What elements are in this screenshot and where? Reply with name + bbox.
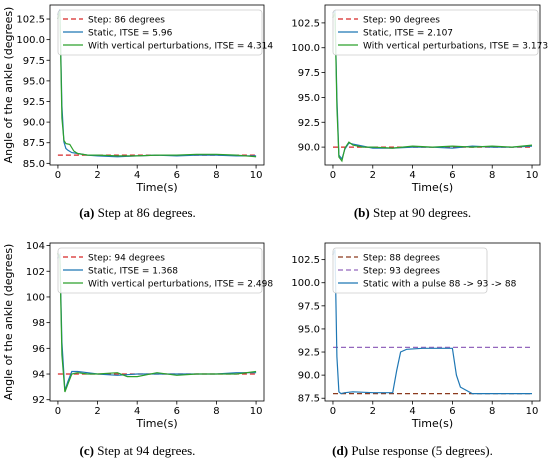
plot-frame — [324, 242, 541, 402]
legend: Step: 94 degrees Static, ITSE = 1.368 With… — [57, 247, 273, 294]
y-tick-label: 97.5 — [23, 56, 45, 67]
series-line-2 — [332, 249, 532, 395]
x-tick-label: 10 — [526, 406, 539, 417]
y-tick-label: 102.5 — [291, 18, 320, 29]
x-tick-label: 0 — [330, 170, 336, 181]
caption-d: (d) Pulse response (5 degrees). — [332, 443, 493, 458]
x-axis-label: Time(s) — [135, 417, 177, 430]
legend-box — [57, 9, 263, 56]
x-axis-label: Time(s) — [411, 181, 453, 194]
legend-box — [332, 247, 488, 294]
legend-label: Step: 86 degrees — [88, 15, 165, 25]
x-tick-label: 8 — [213, 170, 219, 181]
y-tick-label: 92 — [32, 395, 45, 406]
y-tick-label: 100.0 — [291, 43, 320, 54]
y-tick-label: 102.5 — [291, 255, 320, 266]
x-tick-label: 8 — [213, 406, 219, 417]
y-tick-label: 96 — [32, 344, 45, 355]
x-tick-label: 8 — [489, 170, 495, 181]
y-tick-label: 90.0 — [23, 118, 45, 129]
chart-panel-3: 0 2 4 6 8 10 87.5 90.0 92.5 95.0 97.5 100.0 102.5 Tim… — [291, 242, 541, 430]
y-tick-label: 94 — [32, 370, 45, 381]
x-tick-label: 6 — [449, 170, 455, 181]
legend-label: Static, ITSE = 1.368 — [88, 266, 178, 276]
caption-b: (b) Step at 90 degrees. — [353, 205, 472, 220]
x-tick-label: 4 — [134, 406, 140, 417]
x-tick-label: 2 — [94, 170, 100, 181]
legend: Step: 86 degrees Static, ITSE = 5.96 With … — [57, 9, 273, 56]
y-tick-label: 95.0 — [298, 93, 320, 104]
x-tick-label: 2 — [370, 406, 376, 417]
caption-a: (a) Step at 86 degrees. — [79, 205, 196, 220]
y-axis-label: Angle of the ankle (degrees) — [2, 244, 15, 401]
x-tick-label: 10 — [250, 170, 263, 181]
y-tick-label: 100 — [26, 292, 45, 303]
x-tick-label: 6 — [449, 406, 455, 417]
x-tick-label: 0 — [55, 170, 61, 181]
x-tick-label: 6 — [174, 170, 180, 181]
y-tick-label: 85.0 — [23, 159, 45, 170]
y-tick-label: 87.5 — [298, 394, 320, 405]
legend-box — [57, 247, 263, 294]
y-tick-label: 90.0 — [298, 371, 320, 382]
legend-label: Step: 88 degrees — [363, 253, 440, 263]
y-tick-label: 97.5 — [298, 68, 320, 79]
x-tick-label: 8 — [489, 406, 495, 417]
chart-panel-0: 0 2 4 6 8 10 85.0 87.5 90.0 92.5 95.0 97.5 100.0 102.… — [2, 4, 273, 194]
legend-label: Step: 94 degrees — [88, 253, 165, 263]
x-tick-label: 10 — [526, 170, 539, 181]
y-tick-label: 92.5 — [298, 348, 320, 359]
series-line-2 — [332, 12, 533, 163]
x-tick-label: 4 — [409, 406, 415, 417]
y-tick-label: 98 — [32, 318, 45, 329]
y-tick-label: 95.0 — [23, 76, 45, 87]
y-tick-label: 97.5 — [298, 301, 320, 312]
legend-box — [332, 9, 539, 56]
y-tick-label: 100.0 — [291, 278, 320, 289]
chart-panel-1: 0 2 4 6 8 10 90.0 92.5 95.0 97.5 100.0 102.5 Time(s)… — [291, 4, 548, 194]
y-tick-label: 100.0 — [16, 35, 45, 46]
x-axis-label: Time(s) — [411, 417, 453, 430]
y-tick-label: 92.5 — [298, 118, 320, 129]
legend: Step: 90 degrees Static, ITSE = 2.107 With… — [332, 9, 548, 56]
x-tick-label: 0 — [55, 406, 61, 417]
x-tick-label: 4 — [134, 170, 140, 181]
legend-label: With vertical perturbations, ITSE = 2.49… — [88, 279, 273, 289]
legend: Step: 88 degrees Step: 93 degrees Static w… — [332, 247, 517, 294]
y-tick-label: 92.5 — [23, 97, 45, 108]
y-tick-label: 104 — [26, 241, 45, 252]
plot-frame — [49, 242, 265, 402]
legend-label: Step: 93 degrees — [363, 266, 440, 276]
series-line-2 — [57, 253, 257, 393]
x-tick-label: 4 — [409, 170, 415, 181]
x-tick-label: 2 — [370, 170, 376, 181]
x-tick-label: 0 — [330, 406, 336, 417]
legend-label: Step: 90 degrees — [363, 15, 440, 25]
y-axis-label: Angle of the ankle (degrees) — [2, 7, 15, 164]
series-line-2 — [57, 11, 257, 158]
legend-label: With vertical perturbations, ITSE = 4.31… — [88, 41, 273, 51]
caption-c: (c) Step at 94 degrees. — [79, 443, 196, 458]
legend-label: With vertical perturbations, ITSE = 3.17… — [363, 41, 548, 51]
y-tick-label: 90.0 — [298, 143, 320, 154]
legend-label: Static, ITSE = 2.107 — [363, 28, 453, 38]
legend-label: Static with a pulse 88 -> 93 -> 88 — [363, 279, 517, 289]
y-tick-label: 102 — [26, 267, 45, 278]
x-tick-label: 10 — [250, 406, 263, 417]
x-tick-label: 6 — [174, 406, 180, 417]
x-axis-label: Time(s) — [135, 181, 177, 194]
y-tick-label: 95.0 — [298, 324, 320, 335]
x-tick-label: 2 — [94, 406, 100, 417]
plot-frame — [49, 4, 265, 166]
legend-label: Static, ITSE = 5.96 — [88, 28, 173, 38]
y-tick-label: 87.5 — [23, 138, 45, 149]
chart-panel-2: 0 2 4 6 8 10 92 94 96 98 100 102 104 Time(s) Angle of … — [2, 241, 273, 430]
plot-frame — [324, 4, 541, 166]
y-tick-label: 102.5 — [16, 15, 45, 26]
